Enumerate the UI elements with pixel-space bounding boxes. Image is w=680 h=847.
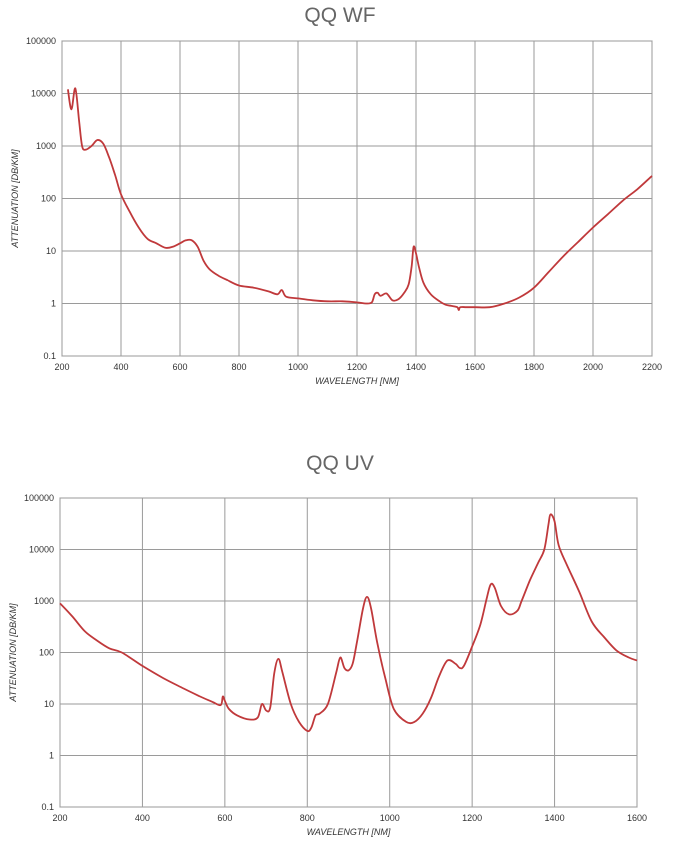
x-tick-label: 1200	[347, 362, 367, 372]
x-tick-label: 400	[135, 813, 150, 823]
chart-uv-plot: 200 400 600 800 1000 1200 1400 1600 100000 10000 1…	[8, 493, 647, 837]
y-tick-label: 100000	[24, 493, 54, 503]
y-tick-label: 10	[44, 699, 54, 709]
y-tick-label: 10	[46, 246, 56, 256]
x-tick-label: 800	[300, 813, 315, 823]
y-tick-label: 10000	[31, 89, 56, 99]
y-tick-label: 100	[39, 648, 54, 658]
y-tick-label: 1000	[34, 596, 54, 606]
x-tick-label: 1600	[627, 813, 647, 823]
y-tick-label: 10000	[29, 545, 54, 555]
series-line	[67, 87, 653, 311]
y-tick-label: 100000	[26, 36, 56, 46]
y-tick-label: 1000	[36, 141, 56, 151]
y-axis-label: ATTENUATION [DB/KM]	[8, 603, 18, 703]
x-tick-label: 2000	[583, 362, 603, 372]
x-tick-label: 600	[172, 362, 187, 372]
x-tick-label: 1200	[462, 813, 482, 823]
x-tick-label: 1400	[406, 362, 426, 372]
x-tick-label: 200	[54, 362, 69, 372]
x-tick-label: 800	[231, 362, 246, 372]
y-tick-label: 1	[51, 299, 56, 309]
x-tick-label: 1000	[288, 362, 308, 372]
y-tick-label: 100	[41, 194, 56, 204]
chart-wf-plot: 200 400 600 800 1000 1200 1400 1600 1800 2000 2200…	[10, 36, 662, 386]
x-tick-label: 200	[52, 813, 67, 823]
x-axis-label: WAVELENGTH [NM]	[315, 376, 399, 386]
y-tick-label: 0.1	[43, 351, 56, 361]
y-tick-label: 1	[49, 751, 54, 761]
x-axis-label: WAVELENGTH [NM]	[307, 827, 391, 837]
x-tick-label: 1800	[524, 362, 544, 372]
series-line	[59, 513, 638, 733]
y-axis-label: ATTENUATION [DB/KM]	[10, 149, 20, 249]
x-tick-label: 1400	[545, 813, 565, 823]
chart-title: QQ WF	[304, 4, 376, 27]
chart-wf: QQ WF 200 400 600 800 1000 1200 1400 1600 1800 20…	[0, 0, 680, 410]
x-tick-label: 1600	[465, 362, 485, 372]
chart-uv: QQ UV 200 400 600 800 1000 1200 1400 1600 100000…	[0, 448, 680, 847]
x-tick-label: 600	[217, 813, 232, 823]
x-tick-label: 1000	[380, 813, 400, 823]
x-tick-label: 2200	[642, 362, 662, 372]
chart-title: QQ UV	[306, 452, 374, 475]
x-tick-label: 400	[113, 362, 128, 372]
y-tick-label: 0.1	[41, 802, 54, 812]
